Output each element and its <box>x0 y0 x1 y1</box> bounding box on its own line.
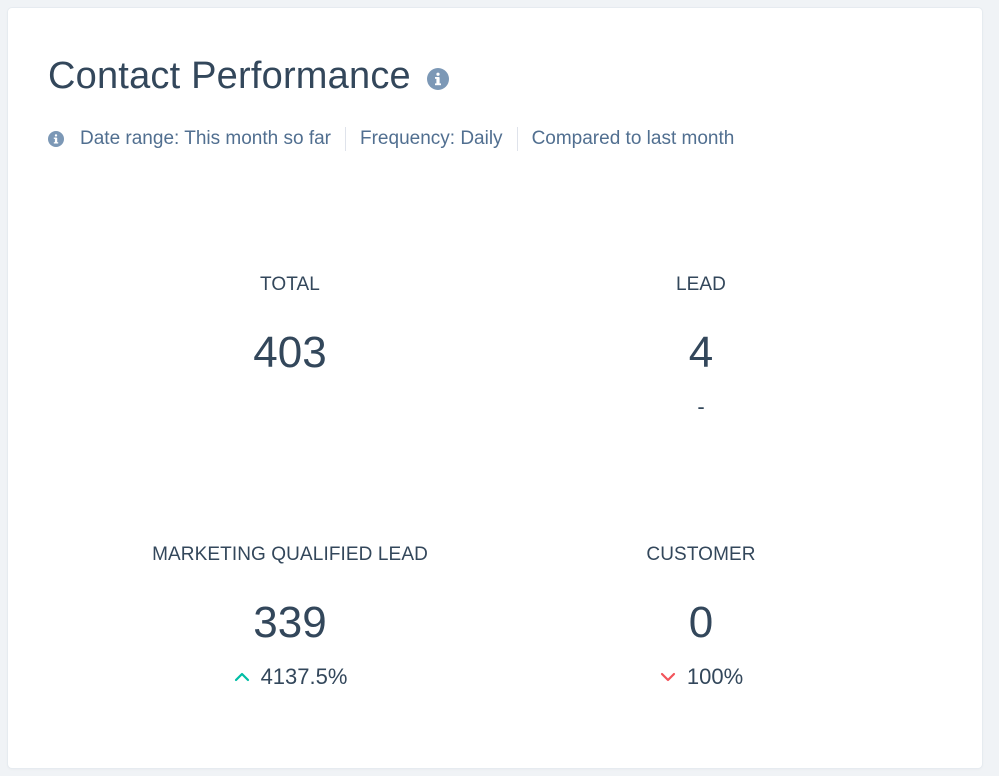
card-title: Contact Performance <box>48 55 411 97</box>
metric-customer: CUSTOMER 0 100% <box>491 542 911 692</box>
metric-value: 339 <box>253 598 327 647</box>
metric-total: TOTAL 403 <box>80 272 500 378</box>
metric-label: MARKETING QUALIFIED LEAD <box>152 544 428 565</box>
info-icon <box>48 131 64 147</box>
divider <box>516 127 518 151</box>
comparison-filter[interactable]: Compared to last month <box>531 128 735 149</box>
metric-marketing-qualified-lead: MARKETING QUALIFIED LEAD 339 4137.5% <box>80 542 500 692</box>
chevron-down-icon <box>660 672 675 682</box>
info-icon[interactable] <box>426 68 449 90</box>
metric-value: 403 <box>253 328 327 377</box>
metric-change-value: 4137.5% <box>260 664 348 689</box>
card-header: Contact Performance <box>48 48 449 104</box>
frequency-filter[interactable]: Frequency: Daily <box>360 128 503 149</box>
metric-change: 4137.5% <box>80 662 500 692</box>
metric-lead: LEAD 4 - <box>491 272 911 422</box>
metric-value: 0 <box>688 598 714 647</box>
metric-label: TOTAL <box>260 274 320 295</box>
metric-change-value: 100% <box>686 664 744 689</box>
metric-value: 4 <box>688 328 714 377</box>
divider <box>345 127 346 151</box>
date-range-filter[interactable]: Date range: This month so far <box>80 128 331 149</box>
metric-label: CUSTOMER <box>646 544 756 565</box>
contact-performance-card: Contact Performance Date range: This mon… <box>8 8 982 768</box>
report-filters: Date range: This month so far Frequency:… <box>48 126 734 152</box>
metric-label: LEAD <box>675 274 727 295</box>
chevron-up-icon <box>234 672 249 682</box>
metric-change: - <box>697 394 705 419</box>
metric-change: 100% <box>491 662 911 692</box>
